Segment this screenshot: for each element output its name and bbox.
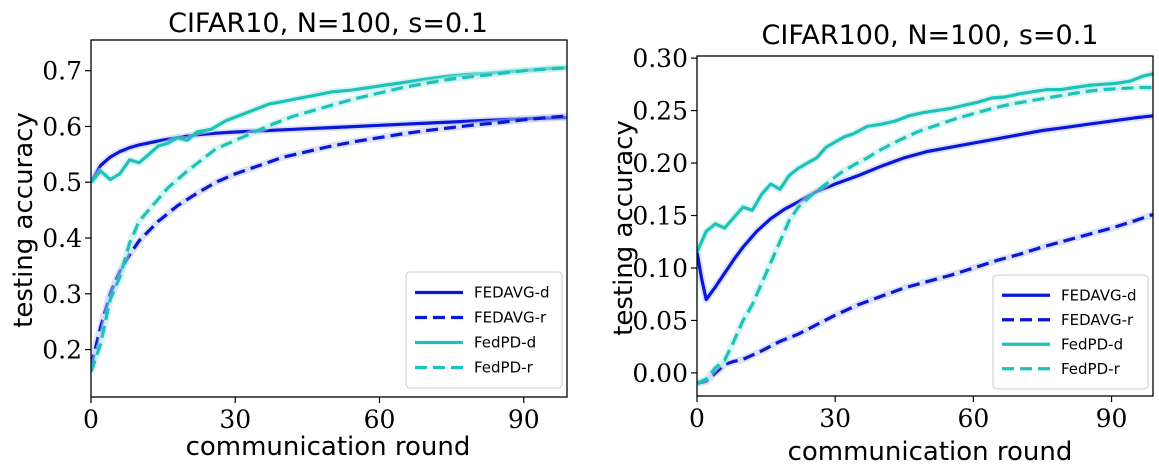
x-tick-label: 0 xyxy=(83,405,99,434)
series-line-fedavg-d xyxy=(91,115,567,183)
legend-label-fedavg-r: FEDAVG-r xyxy=(1061,311,1134,329)
legend-label-fedpd-d: FedPD-d xyxy=(474,334,536,352)
x-tick-label: 90 xyxy=(1096,404,1128,433)
plot-area xyxy=(91,64,567,374)
legend: FEDAVG-d FEDAVG-r FedPD-d FedPD-r xyxy=(405,271,563,389)
x-axis-label: communication round xyxy=(186,432,471,462)
series-line-fedpd-r xyxy=(697,85,1153,385)
chart-title: CIFAR10, N=100, s=0.1 xyxy=(168,8,488,39)
legend-label-fedpd-r: FedPD-r xyxy=(474,359,534,377)
legend: FEDAVG-d FEDAVG-r FedPD-d FedPD-r xyxy=(992,274,1149,390)
series-line-fedpd-d xyxy=(697,72,1153,253)
x-tick-label: 30 xyxy=(819,404,851,433)
y-tick-label: 0.2 xyxy=(42,336,82,365)
y-tick-label: 0.05 xyxy=(632,306,688,335)
legend-box xyxy=(992,274,1149,390)
chart-title: CIFAR100, N=100, s=0.1 xyxy=(762,20,1099,51)
axis-ticks: 0 30 60 90 0.2 0.3 0.4 0.5 0.6 0.7 xyxy=(42,57,539,434)
chart-panel-cifar10: CIFAR10, N=100, s=0.1 communication roun… xyxy=(9,8,568,462)
legend-label-fedavg-d: FEDAVG-d xyxy=(1061,286,1137,304)
y-axis-label: testing accuracy xyxy=(9,112,39,328)
y-tick-label: 0.25 xyxy=(632,97,688,126)
y-tick-label: 0.15 xyxy=(632,202,688,231)
chart-panel-cifar100: CIFAR100, N=100, s=0.1 communication rou… xyxy=(609,20,1154,467)
plot-frame xyxy=(90,39,568,398)
y-tick-label: 0.00 xyxy=(632,359,688,388)
plot-area xyxy=(697,70,1153,387)
legend-label-fedavg-d: FEDAVG-d xyxy=(474,284,550,302)
plot-frame xyxy=(696,55,1154,397)
y-tick-label: 0.6 xyxy=(42,112,82,141)
legend-label-fedpd-r: FedPD-r xyxy=(1061,360,1121,378)
x-tick-label: 60 xyxy=(364,405,396,434)
legend-box xyxy=(405,271,563,389)
y-axis-label: testing accuracy xyxy=(609,120,639,336)
y-tick-label: 0.30 xyxy=(632,44,688,73)
series-line-fedavg-d xyxy=(697,114,1153,302)
y-tick-label: 0.4 xyxy=(42,224,82,253)
y-tick-label: 0.10 xyxy=(632,254,688,283)
x-axis-label: communication round xyxy=(788,437,1073,467)
x-tick-label: 90 xyxy=(508,405,540,434)
y-tick-label: 0.7 xyxy=(42,57,82,86)
series-line-fedavg-r xyxy=(697,212,1153,385)
series-line-fedpd-r xyxy=(91,66,567,373)
y-tick-label: 0.3 xyxy=(42,280,82,309)
x-tick-label: 30 xyxy=(219,405,251,434)
y-tick-label: 0.5 xyxy=(42,168,82,197)
y-tick-label: 0.20 xyxy=(632,149,688,178)
legend-label-fedavg-r: FEDAVG-r xyxy=(474,309,547,327)
legend-label-fedpd-d: FedPD-d xyxy=(1061,335,1123,353)
axis-ticks: 0 30 60 90 0.00 0.05 0.10 0.15 0.20 0.25 0.30 xyxy=(632,44,1127,433)
x-tick-label: 0 xyxy=(689,404,705,433)
x-tick-label: 60 xyxy=(957,404,989,433)
